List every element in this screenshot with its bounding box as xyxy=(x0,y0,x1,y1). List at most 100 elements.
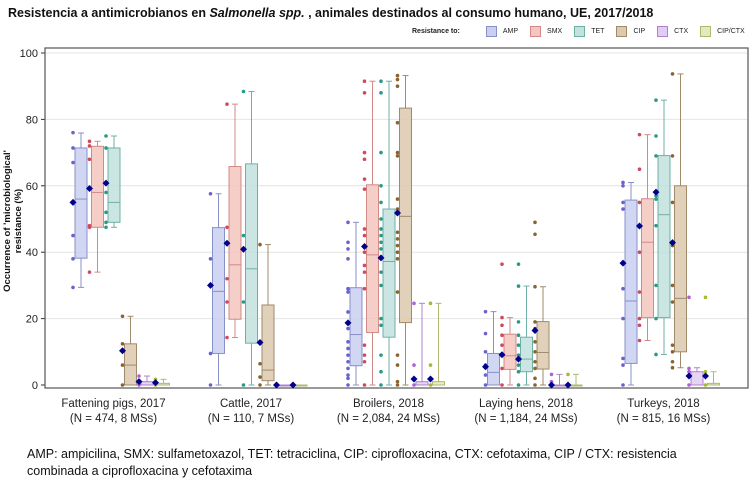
y-tick-label: 100 xyxy=(20,48,38,60)
data-point-cip xyxy=(533,359,537,364)
data-point-amp xyxy=(483,373,488,377)
data-point-tet xyxy=(379,79,383,84)
data-point-amp xyxy=(621,356,625,361)
mean-marker-tet xyxy=(652,188,660,196)
data-point-amp xyxy=(621,383,625,387)
data-point-smx xyxy=(500,262,504,266)
mean-marker-tet xyxy=(102,179,110,187)
box-amp xyxy=(487,352,500,386)
data-point-cip xyxy=(395,77,400,82)
legend-item-smx: SMX xyxy=(530,26,562,37)
category-sample-size: (N = 815, 16 MSs) xyxy=(616,413,711,425)
data-point-smx xyxy=(500,343,504,347)
data-point-smx xyxy=(87,157,92,162)
data-point-smx xyxy=(362,91,367,95)
data-point-tet xyxy=(654,193,658,198)
data-point-ctx xyxy=(687,369,691,374)
data-point-cip xyxy=(670,72,675,76)
data-point-tet xyxy=(654,154,658,158)
mean-marker-smx xyxy=(498,351,506,359)
data-point-tet xyxy=(516,363,521,367)
data-point-tet xyxy=(379,240,383,245)
legend-swatch xyxy=(530,26,542,37)
data-point-tet xyxy=(379,369,383,374)
data-point-amp xyxy=(621,316,625,321)
box-smx xyxy=(91,145,104,228)
data-point-amp xyxy=(346,290,350,294)
data-point-tet xyxy=(379,383,383,387)
legend-swatch xyxy=(616,26,628,37)
data-point-smx xyxy=(500,366,504,371)
data-point-amp xyxy=(71,160,75,165)
box-tet xyxy=(382,208,396,338)
box-smx xyxy=(228,166,242,320)
data-point-ctx xyxy=(687,366,691,371)
data-point-smx xyxy=(637,338,642,343)
data-point-tet xyxy=(379,184,383,188)
box-smx xyxy=(366,184,379,334)
legend-item-tet: TET xyxy=(574,26,604,37)
data-point-amp xyxy=(208,383,213,387)
category-sample-size: (N = 110, 7 MSs) xyxy=(207,413,295,425)
box-amp xyxy=(624,199,638,364)
data-point-ctx xyxy=(412,363,416,367)
data-point-cip-ctx xyxy=(428,301,433,306)
data-point-cip xyxy=(670,154,675,158)
data-point-cip xyxy=(395,197,400,201)
data-point-smx xyxy=(225,276,229,281)
data-point-ctx xyxy=(549,372,554,377)
data-point-tet xyxy=(104,146,108,150)
data-point-amp xyxy=(71,257,75,261)
data-point-tet xyxy=(379,283,383,288)
mean-marker-amp xyxy=(482,363,489,371)
data-point-amp xyxy=(483,309,488,314)
y-tick-label: 80 xyxy=(26,114,38,126)
data-point-tet xyxy=(654,352,658,357)
data-point-smx xyxy=(500,315,504,320)
data-point-tet xyxy=(104,190,108,195)
mean-marker-cip-ctx xyxy=(564,381,572,389)
category-label: Laying hens, 2018 xyxy=(479,398,573,410)
data-point-smx xyxy=(362,353,367,357)
data-point-tet xyxy=(104,134,108,138)
box-cip xyxy=(674,185,687,353)
data-point-tet xyxy=(654,283,658,288)
mean-marker-cip-ctx xyxy=(702,372,709,380)
data-point-amp xyxy=(208,191,213,196)
title-italic: Salmonella spp. xyxy=(209,6,305,20)
mean-marker-cip-ctx xyxy=(427,375,434,383)
data-point-cip xyxy=(395,353,400,357)
data-point-cip xyxy=(533,376,537,381)
data-point-smx xyxy=(362,263,367,268)
data-point-cip xyxy=(395,154,400,158)
box-cip xyxy=(261,304,275,382)
y-tick-label: 0 xyxy=(32,380,38,392)
data-point-cip xyxy=(395,383,400,387)
data-point-smx xyxy=(637,323,642,328)
legend-label: AMP xyxy=(502,28,519,35)
data-point-smx xyxy=(637,250,642,254)
data-point-amp xyxy=(621,184,625,188)
mean-marker-smx xyxy=(223,239,231,247)
box-plot: 0 20 40 60 80 100 xyxy=(20,47,749,392)
mean-marker-amp xyxy=(344,319,352,327)
data-point-smx xyxy=(362,343,367,347)
legend-item-cip-ctx: CIP/CTX xyxy=(700,26,745,37)
data-point-cip xyxy=(395,230,400,235)
data-point-amp xyxy=(621,363,625,367)
data-point-cip xyxy=(670,359,675,364)
data-point-tet xyxy=(654,223,658,228)
category-label: Cattle, 2017 xyxy=(219,398,282,410)
data-point-cip xyxy=(120,383,125,387)
category-label: Broilers, 2018 xyxy=(353,398,424,410)
mean-marker-smx xyxy=(361,243,368,251)
mean-marker-cip xyxy=(394,209,401,217)
data-point-smx xyxy=(637,290,642,294)
data-point-tet xyxy=(516,284,521,288)
data-point-tet xyxy=(379,91,383,95)
mean-marker-ctx xyxy=(410,375,418,383)
data-point-tet xyxy=(104,225,108,230)
data-point-tet xyxy=(379,150,383,155)
data-point-smx xyxy=(87,270,92,274)
data-point-cip xyxy=(670,365,675,370)
